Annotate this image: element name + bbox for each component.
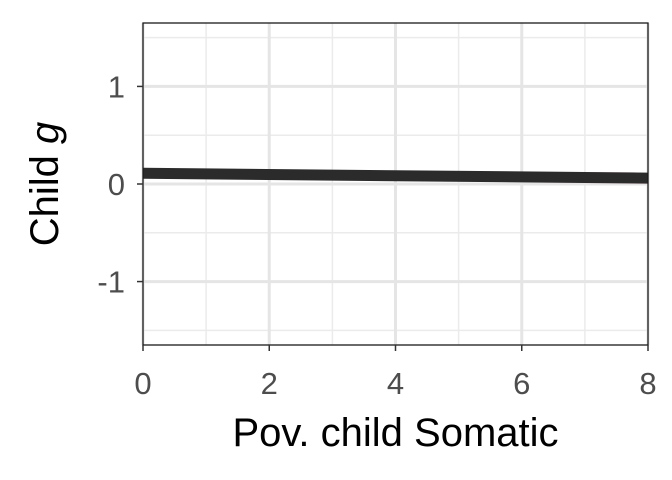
y-tick-label: 1: [108, 69, 125, 104]
series-layer: [142, 167, 649, 184]
y-axis-title: Child g: [23, 122, 67, 247]
x-tick-label: 0: [134, 366, 151, 401]
x-axis-title: Pov. child Somatic: [232, 411, 558, 455]
y-axis-title-italic: g: [23, 122, 67, 144]
y-axis-title-main: Child: [23, 144, 67, 246]
y-axis-ticks: -1 0 1: [97, 69, 143, 300]
x-axis-ticks: 0 2 4 6 8: [134, 345, 657, 401]
major-gridlines: [141, 23, 650, 345]
fit-line: [142, 167, 649, 184]
x-tick-label: 2: [261, 366, 278, 401]
y-tick-label: -1: [97, 265, 125, 300]
x-tick-label: 4: [387, 366, 404, 401]
y-tick-label: 0: [108, 167, 125, 202]
x-tick-label: 6: [513, 366, 530, 401]
x-tick-label: 8: [639, 366, 656, 401]
